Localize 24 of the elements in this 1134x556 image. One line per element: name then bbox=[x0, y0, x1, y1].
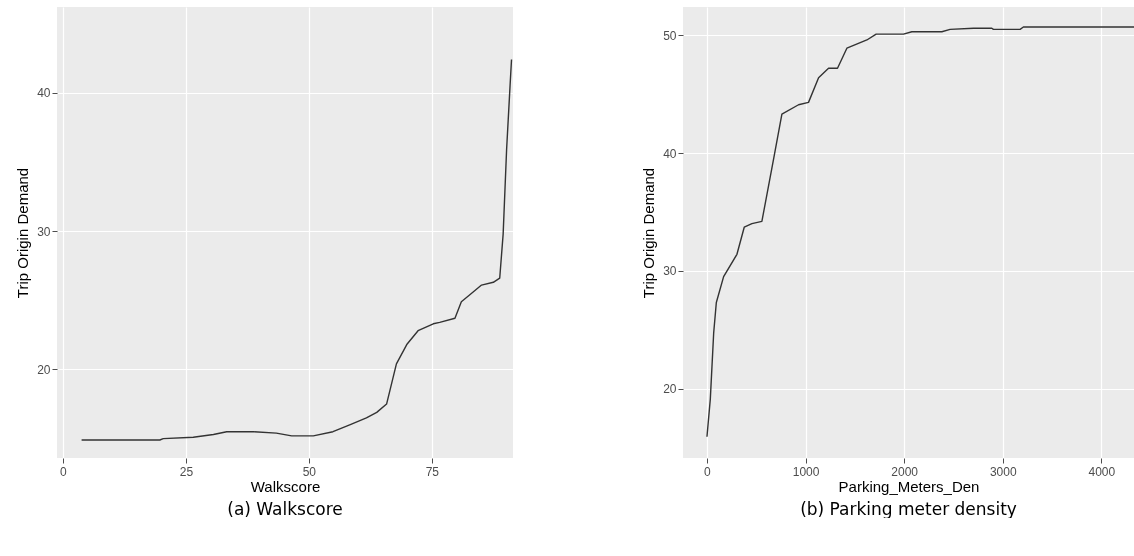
x-axis-title: Walkscore bbox=[250, 477, 321, 495]
line-series bbox=[80, 58, 513, 441]
y-tick-label: 30 bbox=[37, 224, 51, 239]
x-tick-label: 25 bbox=[179, 464, 194, 479]
x-tick-label: 0 bbox=[704, 464, 712, 479]
y-tick-label: 50 bbox=[663, 28, 677, 43]
x-tick-label: 75 bbox=[425, 464, 440, 479]
line-series bbox=[706, 26, 1134, 438]
x-tick-label: 2000 bbox=[891, 464, 919, 479]
text: (a) Walkscore bbox=[227, 499, 343, 519]
y-tick-label: 30 bbox=[663, 264, 677, 279]
x-tick-label: 4000 bbox=[1088, 464, 1116, 479]
x-axis-title: Parking_Meters_Den bbox=[838, 477, 980, 495]
x-tick-label: 3000 bbox=[989, 464, 1017, 479]
y-tick-label: 40 bbox=[663, 146, 677, 161]
y-tick-label: 20 bbox=[663, 382, 677, 397]
y-axis-title: Trip Origin Demand bbox=[640, 167, 658, 299]
x-tick-label: 1000 bbox=[792, 464, 820, 479]
y-tick-label: 40 bbox=[37, 86, 51, 101]
y-tick-label: 20 bbox=[37, 362, 51, 377]
x-tick-label: 50 bbox=[302, 464, 317, 479]
text: (b) Parking meter density bbox=[800, 499, 1017, 519]
y-axis-title: Trip Origin Demand bbox=[14, 167, 32, 299]
x-tick-label: 0 bbox=[60, 464, 68, 479]
